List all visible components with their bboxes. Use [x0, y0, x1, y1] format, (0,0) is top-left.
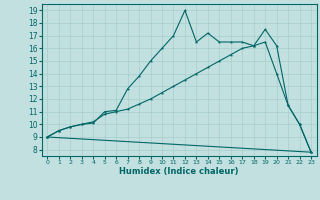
X-axis label: Humidex (Indice chaleur): Humidex (Indice chaleur): [119, 167, 239, 176]
